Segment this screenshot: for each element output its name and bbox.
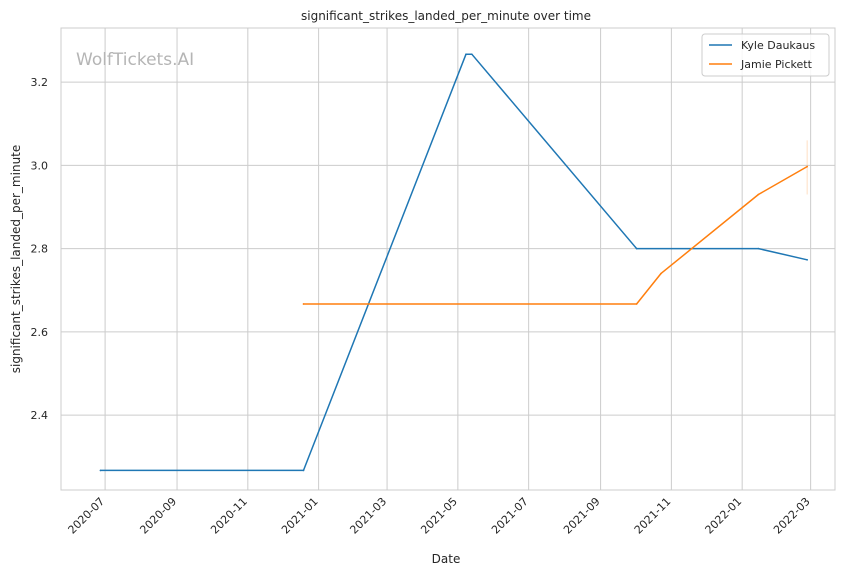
data-point-kyle-daukaus [806, 259, 808, 261]
y-tick-label: 3.2 [31, 76, 49, 89]
y-axis-label: significant_strikes_landed_per_minute [9, 145, 23, 374]
legend-label-jamie-pickett: Jamie Pickett [740, 58, 813, 71]
data-point-jamie-pickett [757, 193, 760, 196]
data-point-jamie-pickett [302, 303, 305, 305]
data-point-jamie-pickett [635, 303, 638, 305]
legend-box [701, 33, 830, 77]
y-tick-label: 2.4 [31, 409, 49, 422]
series-layer [99, 53, 808, 472]
y-axis-ticks: 2.4 2.6 2.8 3.0 3.2 [31, 76, 49, 422]
data-point-jamie-pickett [806, 165, 808, 168]
x-axis-label: Date [432, 552, 461, 566]
plot-frame [60, 27, 836, 491]
y-tick-label: 2.6 [31, 326, 49, 339]
data-point-kyle-daukaus [465, 53, 467, 56]
y-tick-label: 3.0 [31, 159, 49, 172]
watermark: WolfTickets.AI [76, 50, 194, 70]
data-point-kyle-daukaus [470, 53, 473, 56]
data-point-jamie-pickett [660, 272, 662, 275]
y-tick-label: 2.8 [31, 243, 49, 256]
data-point-kyle-daukaus [302, 469, 305, 472]
data-point-kyle-daukaus [635, 247, 638, 250]
data-point-kyle-daukaus [99, 469, 102, 472]
data-point-kyle-daukaus [757, 247, 760, 250]
legend: Kyle Daukaus Jamie Pickett [701, 33, 830, 77]
chart-title: significant_strikes_landed_per_minute ov… [301, 9, 591, 23]
legend-label-kyle-daukaus: Kyle Daukaus [741, 39, 815, 52]
